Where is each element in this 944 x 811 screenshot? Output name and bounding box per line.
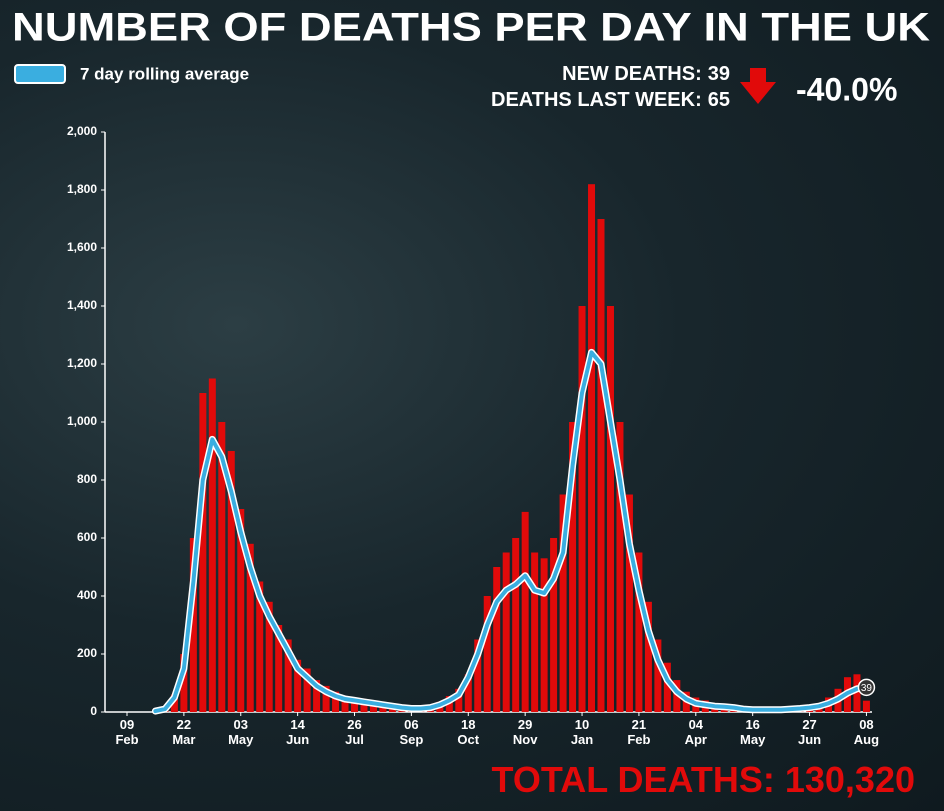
x-tick-label: 06 Sep: [399, 717, 424, 747]
y-tick-label: 1,600: [67, 240, 97, 254]
x-tick-label: 26 Jul: [345, 717, 364, 747]
bar: [597, 219, 605, 712]
y-tick-label: 600: [77, 530, 97, 544]
bar: [322, 685, 330, 712]
bar: [455, 688, 463, 712]
y-tick-label: 800: [77, 472, 97, 486]
line: [153, 350, 869, 714]
legend-swatch: [14, 64, 66, 84]
bar: [227, 451, 235, 712]
stat-label: DEATHS LAST WEEK:: [491, 89, 702, 111]
bar: [483, 596, 491, 712]
bar: [218, 422, 226, 712]
down-arrow-icon: [740, 68, 776, 104]
stat-new: NEW DEATHS: 39: [562, 63, 730, 85]
bar: [208, 378, 216, 712]
bar: [265, 601, 273, 712]
x-tick-label: 04 Apr: [684, 717, 707, 747]
bar: [464, 674, 472, 712]
total-value: 130,320: [785, 759, 915, 800]
bar: [332, 691, 340, 712]
bar: [635, 552, 643, 712]
bar: [294, 659, 302, 712]
bar: [578, 306, 586, 712]
chart-title: NUMBER OF DEATHS PER DAY IN THE UK: [12, 6, 930, 50]
stat-last-week: DEATHS LAST WEEK: 65: [491, 89, 730, 111]
bar: [644, 601, 652, 712]
total: TOTAL DEATHS: 130,320: [492, 759, 915, 800]
y-tick-label: 2,000: [67, 124, 97, 138]
y-tick-label: 400: [77, 588, 97, 602]
x-tick-label: 21 Feb: [627, 717, 651, 747]
bar: [862, 700, 870, 712]
bar: [351, 697, 359, 712]
end-label: 39: [861, 683, 873, 694]
x-tick-label: 10 Jan: [570, 717, 594, 747]
bar: [474, 639, 482, 712]
stat-value: 39: [708, 63, 730, 85]
bar: [170, 694, 178, 712]
x-tick-label: 03 May: [228, 717, 254, 747]
legend-label: 7 day rolling average: [80, 64, 249, 83]
bar: [303, 668, 311, 712]
bar: [663, 662, 671, 712]
x-tick-label: 18 Oct: [457, 717, 480, 747]
x-tick-label: 16 May: [740, 717, 766, 747]
bar: [275, 625, 283, 712]
end-marker: [857, 678, 876, 697]
bar: [606, 306, 614, 712]
change: -40.0%: [796, 71, 897, 107]
bar: [256, 581, 264, 712]
x-tick-label: 22 Mar: [172, 717, 196, 747]
bar: [313, 680, 321, 712]
y-tick-label: 200: [77, 646, 97, 660]
x-tick-label: 27 Jun: [797, 717, 822, 747]
bar: [502, 552, 510, 712]
y-tick-label: 1,200: [67, 356, 97, 370]
bar: [360, 700, 368, 712]
y-tick-label: 1,400: [67, 298, 97, 312]
bar: [369, 701, 377, 712]
bar: [493, 567, 501, 712]
bar: [246, 543, 254, 712]
bar: [588, 184, 596, 712]
x-tick-label: 29 Nov: [512, 717, 538, 747]
total-label: TOTAL DEATHS:: [492, 759, 775, 800]
bar: [550, 538, 558, 712]
bar: [341, 696, 349, 712]
bar: [559, 494, 567, 712]
bar: [237, 509, 245, 712]
y-tick-label: 1,800: [67, 182, 97, 196]
bar: [569, 422, 577, 712]
bar: [512, 538, 520, 712]
x-tick-label: 08 Aug: [853, 717, 880, 747]
x-tick-label: 09 Feb: [115, 717, 139, 747]
bar: [180, 654, 188, 712]
bar: [654, 639, 662, 712]
bar: [189, 538, 197, 712]
bar: [616, 422, 624, 712]
stat-label: NEW DEATHS:: [562, 63, 702, 85]
bar: [531, 552, 539, 712]
bar: [540, 558, 548, 712]
bar: [521, 511, 529, 712]
y-tick-label: 0: [90, 704, 97, 718]
bar: [625, 494, 633, 712]
bar: [853, 674, 861, 712]
y-tick-label: 1,000: [67, 414, 97, 428]
x-tick-label: 14 Jun: [286, 717, 310, 747]
bar: [199, 393, 207, 712]
bar: [284, 639, 292, 712]
stat-value: 65: [708, 89, 730, 111]
